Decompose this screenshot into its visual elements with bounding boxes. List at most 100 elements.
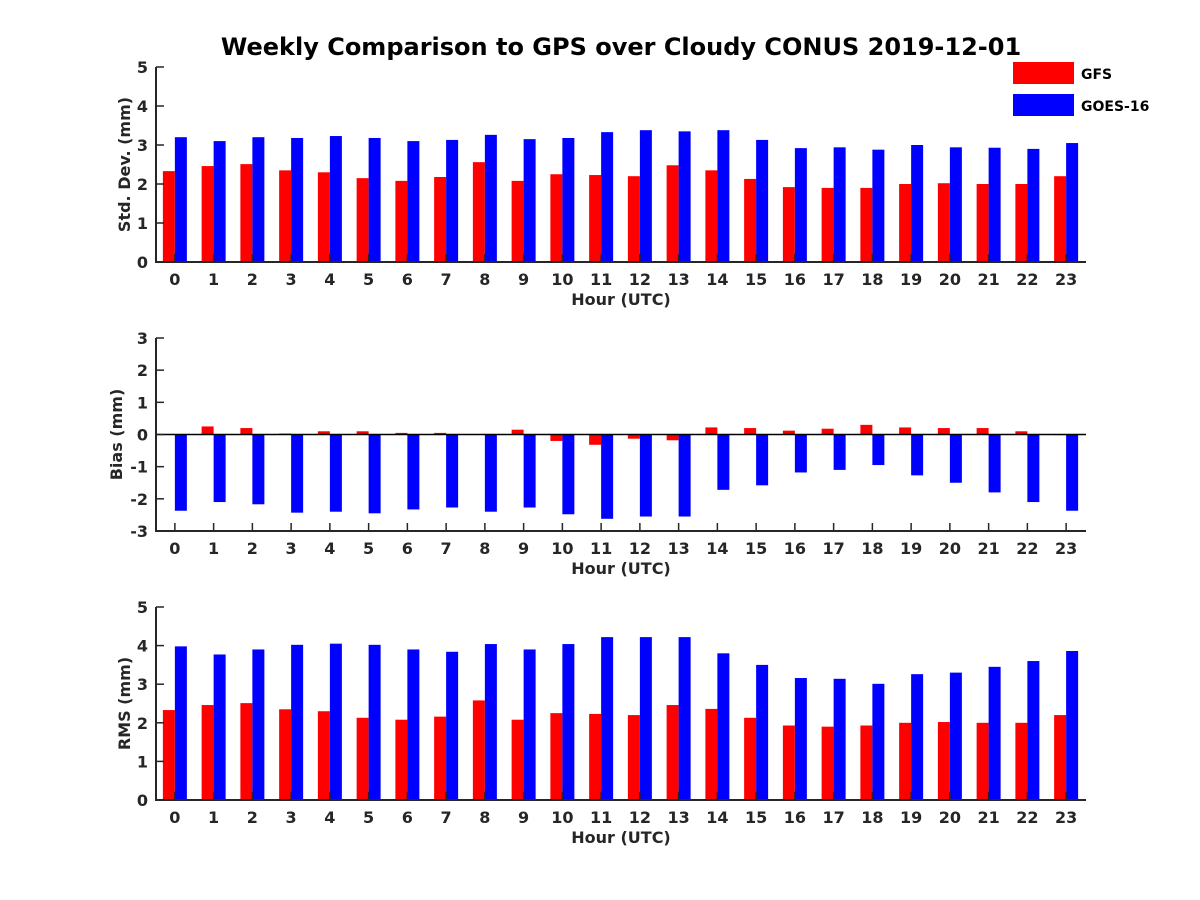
bar-bias-goes16-10 [562,434,575,515]
bar-rms-gfs-14 [705,708,718,800]
bar-rms-goes16-18 [872,683,885,800]
x-tick-label-rms-3: 3 [286,808,297,827]
bar-std-dev-gfs-15 [744,178,757,262]
x-tick-label-bias-5: 5 [363,539,374,558]
bar-rms-gfs-9 [511,719,524,800]
x-tick-label-bias-16: 16 [784,539,806,558]
bar-std-dev-gfs-1 [201,166,214,262]
x-tick-label-bias-22: 22 [1016,539,1038,558]
bar-rms-goes16-6 [407,649,420,800]
bar-std-dev-goes16-6 [407,141,420,262]
y-tick-label-std-dev-0: 0 [137,253,148,272]
x-tick-label-std-dev-22: 22 [1016,270,1038,289]
x-tick-label-rms-20: 20 [939,808,961,827]
bar-bias-goes16-6 [407,434,420,510]
bar-std-dev-gfs-21 [976,184,989,262]
bar-rms-goes16-8 [484,644,497,800]
y-axis-label-bias: Bias (mm) [107,389,126,481]
x-tick-label-rms-12: 12 [629,808,651,827]
bar-std-dev-goes16-2 [252,137,265,262]
x-tick-label-std-dev-1: 1 [208,270,219,289]
x-tick-label-bias-1: 1 [208,539,219,558]
bar-std-dev-gfs-18 [860,187,873,262]
bar-std-dev-gfs-17 [821,187,834,262]
y-tick-label-std-dev-5: 5 [137,58,148,77]
bar-rms-goes16-15 [756,664,769,800]
y-tick-label-std-dev-1: 1 [137,214,148,233]
bar-rms-gfs-15 [744,717,757,800]
bar-rms-goes16-20 [949,672,962,800]
bar-bias-goes16-9 [523,434,536,508]
bar-rms-gfs-10 [550,713,563,800]
y-tick-label-rms-0: 0 [137,791,148,810]
bar-std-dev-gfs-23 [1054,176,1067,262]
bar-std-dev-gfs-6 [395,180,408,262]
x-tick-label-std-dev-20: 20 [939,270,961,289]
bar-rms-goes16-11 [601,637,614,800]
bar-rms-goes16-10 [562,644,575,800]
y-tick-label-bias--1: -1 [130,458,148,477]
bar-std-dev-goes16-14 [717,130,730,262]
y-tick-label-bias--2: -2 [130,490,148,509]
bar-std-dev-gfs-7 [434,176,447,262]
x-tick-label-bias-13: 13 [667,539,689,558]
bar-std-dev-gfs-0 [162,171,175,262]
bar-bias-goes16-21 [988,434,1001,493]
x-axis-label-std-dev: Hour (UTC) [571,290,671,309]
bar-bias-goes16-12 [639,434,652,517]
y-tick-label-rms-2: 2 [137,714,148,733]
x-tick-label-rms-6: 6 [402,808,413,827]
bar-std-dev-goes16-12 [639,130,652,262]
bar-std-dev-goes16-3 [291,137,304,262]
x-axis-label-bias: Hour (UTC) [571,559,671,578]
bar-std-dev-gfs-20 [937,183,950,262]
x-tick-label-rms-22: 22 [1016,808,1038,827]
x-tick-label-rms-0: 0 [169,808,180,827]
x-tick-label-std-dev-17: 17 [822,270,844,289]
x-tick-label-std-dev-21: 21 [977,270,999,289]
bar-bias-goes16-14 [717,434,730,490]
bar-bias-goes16-1 [213,434,226,503]
x-tick-label-rms-11: 11 [590,808,612,827]
bar-std-dev-goes16-13 [678,131,691,262]
bar-std-dev-gfs-11 [589,175,602,262]
x-tick-label-bias-10: 10 [551,539,573,558]
chart-title: Weekly Comparison to GPS over Cloudy CON… [221,33,1021,61]
x-tick-label-rms-17: 17 [822,808,844,827]
legend-label-gfs: GFS [1081,67,1112,83]
bar-std-dev-gfs-3 [279,170,292,262]
bar-bias-gfs-13 [666,434,679,441]
bar-std-dev-gfs-14 [705,170,718,262]
x-tick-label-std-dev-12: 12 [629,270,651,289]
bar-std-dev-gfs-10 [550,174,563,262]
bar-bias-gfs-14 [705,427,718,435]
bar-bias-goes16-22 [1027,434,1040,503]
bar-rms-gfs-19 [899,722,912,800]
y-tick-label-bias--3: -3 [130,522,148,541]
bar-rms-goes16-21 [988,666,1001,800]
bar-rms-goes16-9 [523,649,536,800]
bar-std-dev-goes16-10 [562,137,575,262]
bar-rms-goes16-13 [678,637,691,800]
bar-rms-goes16-12 [639,637,652,800]
bar-bias-goes16-0 [174,434,187,511]
x-tick-label-bias-8: 8 [479,539,490,558]
x-tick-label-bias-7: 7 [441,539,452,558]
bar-rms-gfs-21 [976,722,989,800]
bar-bias-goes16-23 [1066,434,1079,511]
bar-std-dev-gfs-19 [899,184,912,262]
bar-bias-goes16-18 [872,434,885,466]
x-tick-label-bias-21: 21 [977,539,999,558]
x-tick-label-rms-16: 16 [784,808,806,827]
bar-bias-gfs-11 [589,434,602,445]
bar-std-dev-gfs-12 [627,176,640,262]
x-tick-label-bias-15: 15 [745,539,767,558]
x-tick-label-std-dev-16: 16 [784,270,806,289]
bar-rms-gfs-18 [860,725,873,800]
bar-rms-goes16-2 [252,649,265,800]
bar-rms-gfs-23 [1054,715,1067,800]
bar-std-dev-gfs-9 [511,180,524,262]
x-tick-label-bias-0: 0 [169,539,180,558]
bar-bias-gfs-1 [201,426,214,435]
